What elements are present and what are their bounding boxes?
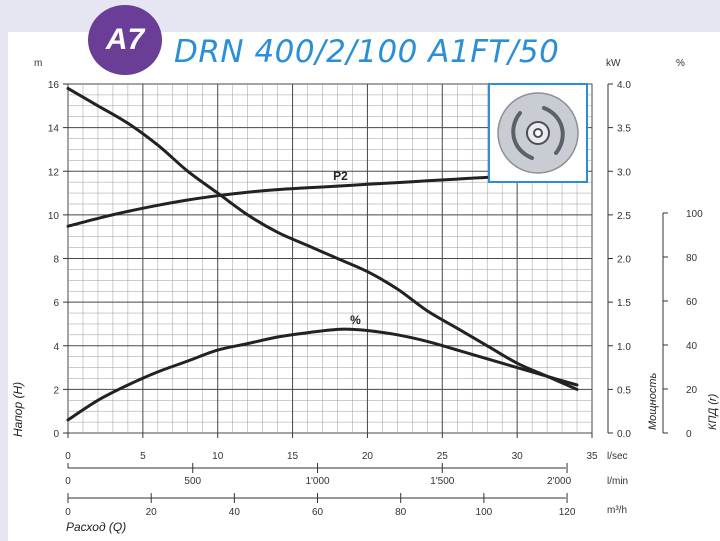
flow-lsec-tick-label: 5 (140, 451, 146, 462)
flow-m3h-tick-label: 40 (229, 507, 241, 518)
power-tick-label: 4.0 (617, 80, 631, 91)
series-h-line (66, 86, 579, 391)
flow-lmin-tick-label: 1'000 (305, 476, 330, 487)
flow-axis-label: Расход (Q) (66, 520, 126, 534)
flow-m3h-tick-label: 60 (312, 507, 324, 518)
efficiency-tick-label: 0 (686, 429, 692, 440)
power-tick-label: 3.0 (617, 167, 631, 178)
series-p2-label: P2 (333, 169, 348, 183)
power-tick-label: 0.0 (617, 429, 631, 440)
flow-lmin-tick-label: 2'000 (547, 476, 572, 487)
flow-lsec-unit: l/sec (607, 451, 628, 462)
flow-lsec-tick-label: 20 (362, 451, 374, 462)
power-tick-label: 1.0 (617, 342, 631, 353)
flow-lmin-tick-label: 1'500 (430, 476, 455, 487)
chart-title: DRN 400/2/100 A1FT/50 (174, 34, 560, 70)
head-tick-label: 8 (53, 255, 59, 266)
head-tick-label: 6 (53, 298, 59, 309)
flow-m3h-tick-label: 120 (559, 507, 576, 518)
head-axis-label: Напор (H) (11, 382, 25, 437)
power-axis-label: Мощность (647, 373, 659, 430)
flow-m3h-tick-label: 0 (65, 507, 71, 518)
impeller-shaft (533, 128, 543, 138)
power-tick-label: 0.5 (617, 385, 631, 396)
model-badge: A7 (88, 5, 162, 75)
flow-m3h-unit: m³/h (607, 505, 627, 516)
head-tick-label: 4 (53, 342, 59, 353)
flow-lsec-tick-label: 25 (437, 451, 449, 462)
series-efficiency-label: % (350, 313, 361, 327)
efficiency-unit-label: % (676, 58, 685, 69)
efficiency-tick-label: 80 (686, 253, 698, 264)
flow-lmin-tick-label: 0 (65, 476, 71, 487)
efficiency-axis-label: КПД (r) (707, 393, 719, 430)
flow-lsec-tick-label: 15 (287, 451, 299, 462)
efficiency-tick-label: 20 (686, 385, 698, 396)
impeller-icon (488, 83, 588, 183)
efficiency-tick-label: 100 (686, 209, 703, 220)
head-tick-label: 10 (48, 211, 60, 222)
power-unit-label: kW (606, 58, 621, 69)
power-tick-label: 2.5 (617, 211, 631, 222)
flow-lsec-tick-label: 30 (512, 451, 524, 462)
flow-lsec-tick-label: 0 (65, 451, 71, 462)
power-tick-label: 2.0 (617, 255, 631, 266)
flow-m3h-tick-label: 20 (146, 507, 158, 518)
flow-lmin-unit: l/min (607, 476, 628, 487)
head-tick-label: 0 (53, 429, 59, 440)
impeller-vane (542, 106, 565, 155)
flow-lsec-tick-label: 35 (586, 451, 598, 462)
impeller-vane (511, 111, 534, 160)
head-tick-label: 16 (48, 80, 60, 91)
series-efficiency-line (66, 327, 579, 422)
side-band (0, 32, 8, 541)
efficiency-tick-label: 40 (686, 341, 698, 352)
flow-lsec-tick-label: 10 (212, 451, 224, 462)
power-tick-label: 1.5 (617, 298, 631, 309)
head-unit-label: m (34, 58, 42, 69)
flow-m3h-tick-label: 100 (476, 507, 493, 518)
head-tick-label: 2 (53, 385, 59, 396)
flow-lmin-tick-label: 500 (184, 476, 201, 487)
series-p2-line (66, 175, 519, 228)
flow-m3h-tick-label: 80 (395, 507, 407, 518)
head-tick-label: 12 (48, 167, 60, 178)
power-tick-label: 3.5 (617, 124, 631, 135)
efficiency-tick-label: 60 (686, 297, 698, 308)
head-tick-label: 14 (48, 124, 60, 135)
